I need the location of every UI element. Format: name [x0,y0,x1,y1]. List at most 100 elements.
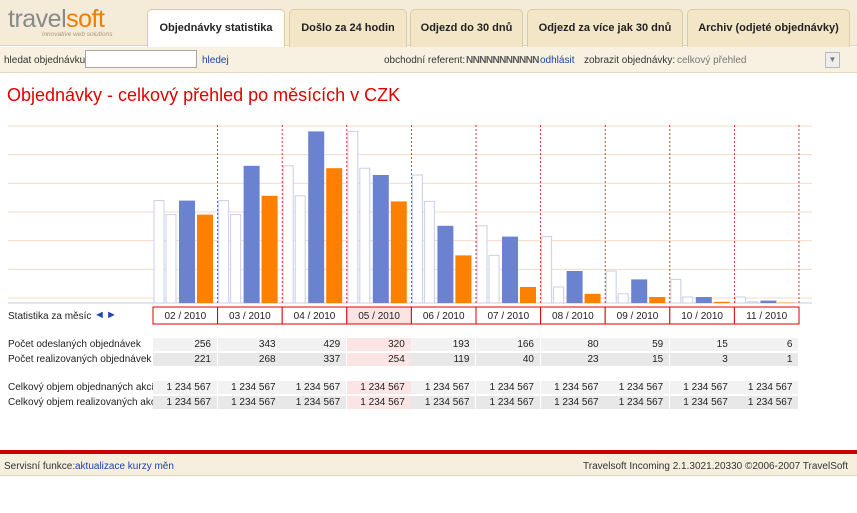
month-tick-label: 06 / 2010 [423,311,465,322]
referent-label: obchodní referent: [384,55,466,66]
sent-orders-bar [243,165,260,303]
stats-cell: 337 [282,353,347,366]
stats-cell: 193 [411,338,476,351]
stats-cell: 343 [217,338,282,351]
stats-cell: 1 234 567 [669,396,734,409]
previous-realized-bar [488,254,500,304]
sent-orders-bar [695,297,712,303]
stats-cell: 320 [346,338,411,351]
previous-sent-bar [670,278,682,304]
stats-cell: 1 234 567 [734,396,799,409]
previous-sent-bar [218,200,230,304]
realized-orders-bar [713,301,730,303]
sent-orders-bar [631,279,648,303]
travelsoft-logo[interactable]: travelsoft [8,5,105,33]
realized-orders-bar [197,214,213,303]
stats-cell: 3 [669,353,734,366]
previous-sent-bar [605,270,617,304]
previous-realized-bar [165,214,177,304]
stats-cell: 1 234 567 [605,396,670,409]
realized-orders-bar [649,297,666,303]
search-button[interactable]: hledej [202,55,229,66]
month-tick-label: 10 / 2010 [681,311,723,322]
logo-text-part1: travel [8,5,67,33]
realized-orders-bar [326,168,343,303]
stats-cell: 1 234 567 [605,381,670,394]
realized-orders-bar [261,195,278,303]
footer-divider [0,450,857,454]
sent-orders-bar [308,131,325,303]
tab-doslo-za-24-hodin[interactable]: Došlo za 24 hodin [289,9,407,47]
app-header: travelsoft innovative web solutions Obje… [0,0,857,48]
previous-sent-bar [282,165,294,304]
month-tick-label: 05 / 2010 [358,311,400,322]
search-label: hledat objednávku: [4,55,88,66]
stats-cell: 254 [346,353,411,366]
tab-odjezd-do-30-dnu[interactable]: Odjezd do 30 dnů [410,9,523,47]
sent-orders-bar [437,225,454,303]
month-tick-label: 04 / 2010 [294,311,336,322]
previous-realized-bar [294,195,306,304]
stats-cell: 80 [540,338,605,351]
sent-orders-bar [372,175,389,303]
search-input[interactable] [85,50,197,68]
stats-cell: 15 [605,353,670,366]
previous-sent-bar [476,225,488,304]
previous-realized-bar [682,296,694,304]
chevron-down-icon[interactable]: ▼ [825,52,840,68]
stats-cell: 6 [734,338,799,351]
next-month-arrow-icon[interactable]: ► [106,309,117,321]
service-label: Servisní funkce: [4,461,76,472]
month-tick-label: 03 / 2010 [229,311,271,322]
month-tick-label: 08 / 2010 [552,311,594,322]
stats-cell: 221 [153,353,217,366]
previous-realized-bar [553,286,565,304]
tab-objednavky-statistika[interactable]: Objednávky statistika [147,9,285,48]
previous-realized-bar [230,214,242,304]
month-tick-label: 07 / 2010 [487,311,529,322]
stats-cell: 1 234 567 [540,396,605,409]
stats-row-label: Počet odeslaných objednávek [8,339,141,350]
exchange-rates-link[interactable]: aktualizace kurzy měn [75,461,174,472]
previous-sent-bar [347,130,359,304]
orders-chart: 02 / 2010 03 / 2010 04 / 2010 05 / 2010 06 /… [8,125,812,325]
realized-orders-bar [455,255,472,303]
sent-orders-bar [179,200,195,303]
stats-cell: 256 [153,338,217,351]
sent-orders-bar [566,271,583,303]
view-select[interactable]: celkový přehled ▼ [677,52,841,68]
previous-sent-bar [411,174,423,304]
realized-orders-bar [390,201,407,303]
prev-month-arrow-icon[interactable]: ◄ [94,309,105,321]
previous-realized-bar [617,293,629,304]
stats-cell: 1 [734,353,799,366]
stats-cell: 1 234 567 [411,396,476,409]
month-label-box [733,306,800,325]
stats-cell: 1 234 567 [540,381,605,394]
previous-realized-bar [746,301,758,304]
stats-cell: 1 234 567 [411,381,476,394]
realized-orders-bar [520,287,536,303]
tab-odjezd-za-vice-jak-30-dnu[interactable]: Odjezd za více jak 30 dnů [527,9,683,47]
referent-name: NNNNNNNNNNN [466,55,539,66]
previous-sent-bar [541,236,553,304]
stats-cell: 1 234 567 [476,396,540,409]
stats-row-label: Počet realizovaných objednávek [8,354,152,365]
logout-link[interactable]: odhlásit [540,55,575,66]
stats-cell: 429 [282,338,347,351]
tab-archiv[interactable]: Archiv (odjeté objednávky) [687,9,850,47]
previous-realized-bar [359,167,371,304]
logo-text-part2: soft [66,5,105,33]
sent-orders-bar [760,300,777,303]
stats-cell: 1 234 567 [282,396,347,409]
stats-cell: 166 [476,338,540,351]
previous-sent-bar [734,296,746,304]
stats-cell: 15 [669,338,734,351]
stats-cell: 1 234 567 [282,381,347,394]
stats-cell: 1 234 567 [217,396,282,409]
stats-cell: 1 234 567 [153,396,217,409]
month-tick-label: 02 / 2010 [164,311,206,322]
version-text: Travelsoft Incoming 2.1.3021.20330 ©2006… [583,461,848,472]
stats-row-label: Celkový objem realizovaných akcí [8,397,159,408]
view-select-value: celkový přehled [677,55,747,66]
